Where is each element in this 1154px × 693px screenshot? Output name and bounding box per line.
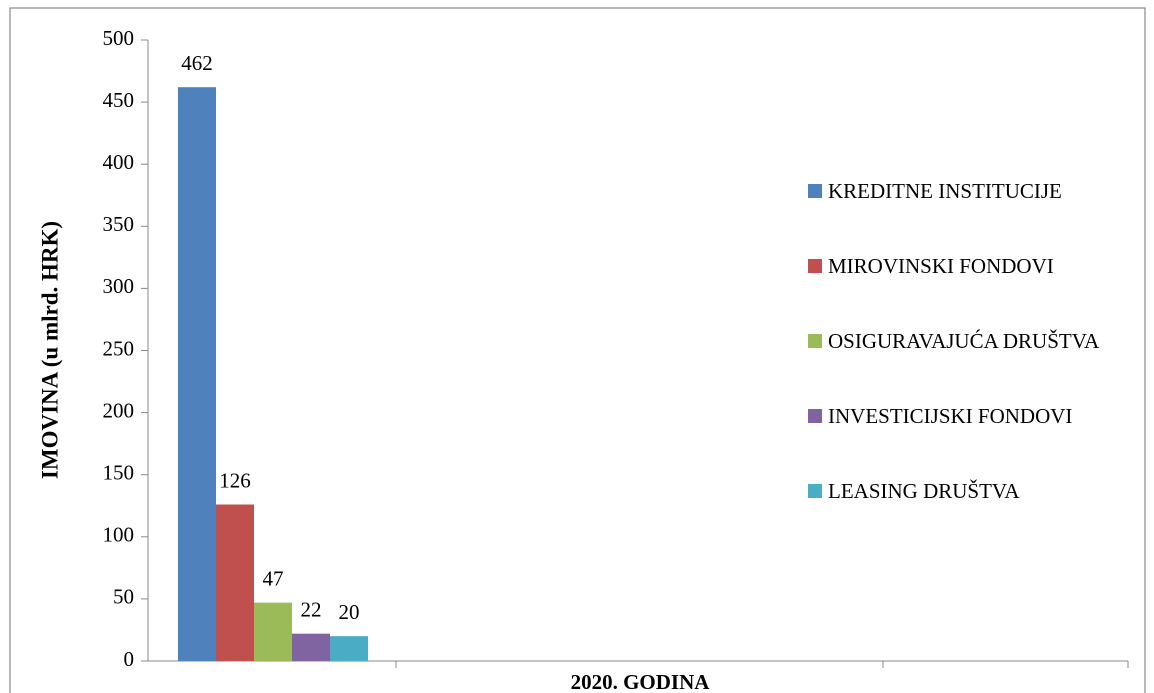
data-label: 20 [339, 600, 360, 624]
y-tick-label: 100 [103, 523, 135, 547]
y-tick-label: 150 [103, 461, 135, 485]
y-axis-title: IMOVINA (u mlrd. HRK) [37, 221, 62, 479]
legend-item: INVESTICIJSKI FONDOVI [808, 403, 1138, 429]
bar [178, 87, 216, 662]
data-label: 462 [181, 51, 213, 75]
legend-label: INVESTICIJSKI FONDOVI [828, 404, 1073, 428]
y-tick-label: 500 [103, 26, 135, 50]
legend-swatch [808, 409, 822, 423]
bar [216, 504, 254, 661]
data-label: 22 [301, 597, 322, 621]
y-tick-label: 400 [103, 150, 135, 174]
legend-swatch [808, 259, 822, 273]
x-tick-label: 2020. GODINA [571, 670, 711, 693]
legend-swatch [808, 184, 822, 198]
bar [254, 602, 292, 661]
legend-label: MIROVINSKI FONDOVI [828, 254, 1054, 278]
frame [9, 7, 1146, 693]
legend-label: OSIGURAVAJUĆA DRUŠTVA [828, 329, 1100, 353]
data-label: 126 [219, 468, 251, 492]
legend-item: OSIGURAVAJUĆA DRUŠTVA [808, 328, 1138, 354]
y-tick-label: 50 [113, 585, 134, 609]
bar [330, 636, 368, 661]
data-label: 47 [263, 566, 284, 590]
legend-item: LEASING DRUŠTVA [808, 478, 1138, 504]
legend-item: MIROVINSKI FONDOVI [808, 253, 1138, 279]
legend-swatch [808, 484, 822, 498]
y-tick-label: 350 [103, 212, 135, 236]
y-tick-label: 0 [124, 647, 135, 671]
legend-label: KREDITNE INSTITUCIJE [828, 179, 1062, 203]
y-tick-label: 200 [103, 398, 135, 422]
y-tick-label: 450 [103, 88, 135, 112]
y-tick-label: 300 [103, 274, 135, 298]
legend-item: KREDITNE INSTITUCIJE [808, 178, 1138, 204]
y-tick-label: 250 [103, 336, 135, 360]
bar [292, 633, 330, 661]
legend-swatch [808, 334, 822, 348]
legend-label: LEASING DRUŠTVA [828, 479, 1020, 503]
